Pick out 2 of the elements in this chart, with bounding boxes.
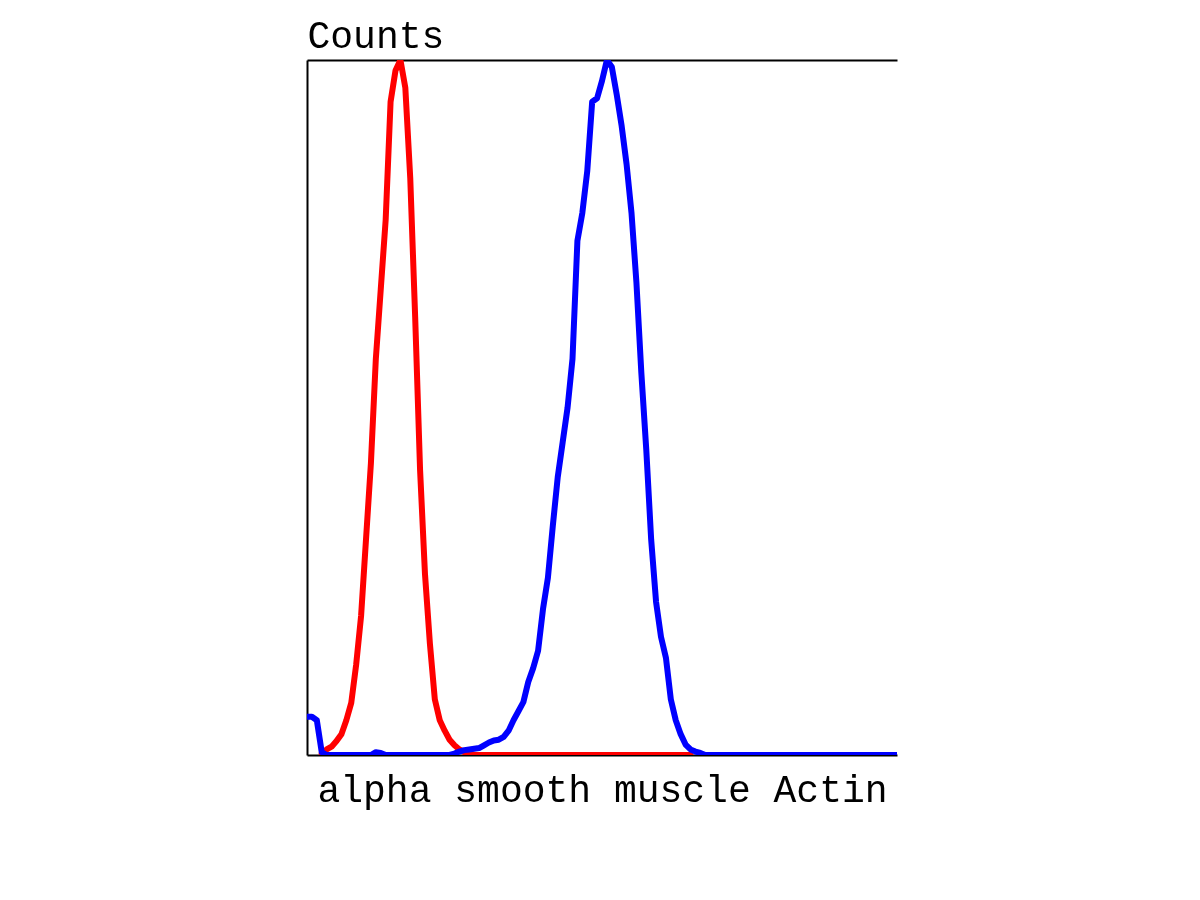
y-axis-title: Counts bbox=[307, 15, 445, 59]
x-axis-title: alpha smooth muscle Actin bbox=[317, 769, 888, 813]
